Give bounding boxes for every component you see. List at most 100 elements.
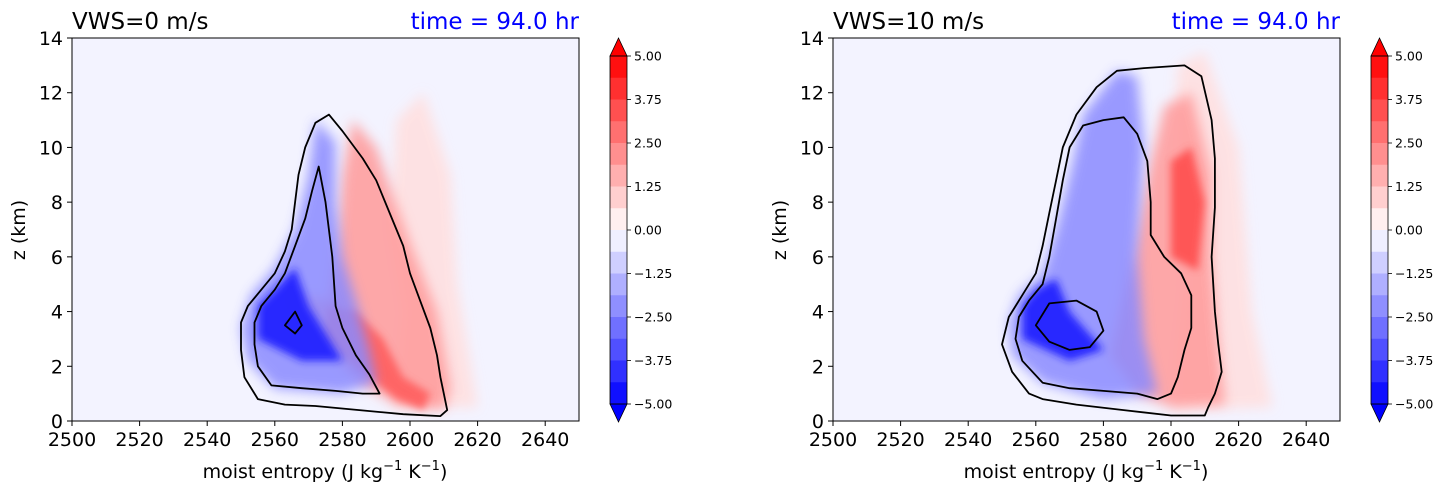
x-tick-label: 2540 — [944, 429, 992, 451]
x-tick-label: 2620 — [453, 429, 501, 451]
x-tick-label: 2560 — [1012, 429, 1060, 451]
colorbar-tick-label: −3.75 — [1395, 353, 1433, 368]
colorbar-band — [1371, 273, 1388, 296]
colorbar-band — [1371, 77, 1388, 100]
colorbar-band — [610, 295, 627, 318]
y-tick-label: 2 — [51, 356, 63, 378]
y-tick-label: 0 — [812, 411, 824, 433]
y-tick-label: 14 — [39, 28, 63, 50]
contour-lines — [1001, 64, 1223, 417]
panel-vws-10: 2500 2520 2540 2560 2580 2600 2620 2640 0 2 4 6 8 10… — [769, 9, 1433, 483]
colorbar-band — [610, 382, 627, 405]
colorbar-band — [610, 164, 627, 187]
panel-title-right: time = 94.0 hr — [1172, 9, 1341, 35]
colorbar-band — [610, 121, 627, 144]
colorbar-tick-label: −5.00 — [1395, 397, 1433, 412]
y-tick-label: 4 — [51, 302, 63, 324]
y-tick-label: 10 — [800, 137, 824, 159]
panel-title-left: VWS=0 m/s — [72, 9, 208, 35]
colorbar-band — [1371, 121, 1388, 144]
y-tick-label: 8 — [51, 192, 63, 214]
contour-line — [1014, 116, 1193, 400]
plot-frame — [71, 37, 580, 422]
colorbar-band — [1371, 338, 1388, 361]
colorbar-band — [610, 208, 627, 231]
strong-positive-region — [1171, 147, 1205, 271]
x-tick-label: 2600 — [386, 429, 434, 451]
y-tick-label: 4 — [812, 302, 824, 324]
colorbar-extend-min — [609, 403, 628, 423]
x-tick-label: 2560 — [251, 429, 299, 451]
colorbar-tick-label: 3.75 — [634, 92, 662, 107]
y-tick-label: 6 — [51, 247, 63, 269]
colorbar-extend-max — [609, 37, 628, 57]
y-tick-label: 14 — [800, 28, 824, 50]
colorbar-band — [610, 77, 627, 100]
x-tick-label: 2520 — [876, 429, 924, 451]
colorbar-extend-min — [1370, 403, 1389, 423]
colorbar-band — [1371, 208, 1388, 231]
colorbar-band — [1371, 360, 1388, 383]
panel-vws-0: 2500 2520 2540 2560 2580 2600 2620 2640 0 2 4 6 8 10… — [8, 9, 672, 483]
filled-contours — [1008, 51, 1273, 411]
x-tick-label: 2500 — [809, 429, 857, 451]
contour-lines — [240, 113, 449, 417]
colorbar-band — [1371, 295, 1388, 318]
colorbar-tick-label: −3.75 — [634, 353, 672, 368]
x-tick-label: 2540 — [183, 429, 231, 451]
y-tick-label: 12 — [800, 83, 824, 105]
contour-line — [253, 165, 381, 395]
colorbar-band — [1371, 164, 1388, 187]
colorbar-tick-label: 3.75 — [1395, 92, 1423, 107]
colorbar-extend-max — [1370, 37, 1389, 57]
x-tick-label: 2580 — [1079, 429, 1127, 451]
y-tick-label: 2 — [812, 356, 824, 378]
x-tick-label: 2620 — [1214, 429, 1262, 451]
y-tick-label: 10 — [39, 137, 63, 159]
colorbar-band — [1371, 251, 1388, 274]
colorbar-tick-label: 0.00 — [634, 223, 662, 238]
colorbar-band — [1371, 382, 1388, 405]
colorbar: 5.00 3.75 2.50 1.25 0.00 −1.25 −2.50 −3.75 −5.00 — [609, 37, 672, 423]
colorbar-tick-label: 1.25 — [1395, 179, 1423, 194]
colorbar-tick-label: −5.00 — [634, 397, 672, 412]
y-tick-label: 0 — [51, 411, 63, 433]
colorbar-band — [610, 251, 627, 274]
strong-negative-region — [1022, 278, 1104, 361]
colorbar-tick-label: −1.25 — [634, 266, 672, 281]
colorbar-band — [1371, 56, 1388, 79]
contour-line — [240, 113, 449, 417]
colorbar-band — [610, 230, 627, 253]
panel-title-left: VWS=10 m/s — [833, 9, 984, 35]
colorbar-band — [1371, 143, 1388, 166]
x-tick-label: 2520 — [115, 429, 163, 451]
colorbar-tick-label: 2.50 — [634, 136, 662, 151]
y-tick-label: 6 — [812, 247, 824, 269]
y-tick-label: 12 — [39, 83, 63, 105]
colorbar-band — [610, 99, 627, 122]
contour-line — [1034, 299, 1105, 351]
colorbar-band — [1371, 99, 1388, 122]
colorbar-tick-label: −2.50 — [1395, 310, 1433, 325]
colorbar-band — [1371, 186, 1388, 209]
colorbar: 5.00 3.75 2.50 1.25 0.00 −1.25 −2.50 −3.75 −5.00 — [1370, 37, 1433, 423]
colorbar-tick-label: 2.50 — [1395, 136, 1423, 151]
contour-line — [1001, 64, 1223, 417]
colorbar-band — [1371, 230, 1388, 253]
y-axis-label: z (km) — [8, 200, 30, 260]
colorbar-tick-label: 5.00 — [1395, 49, 1423, 64]
x-tick-label: 2600 — [1147, 429, 1195, 451]
y-tick-label: 8 — [812, 192, 824, 214]
colorbar-band — [610, 360, 627, 383]
x-axis: 2500 2520 2540 2560 2580 2600 2620 2640 — [48, 421, 569, 451]
x-tick-label: 2500 — [48, 429, 96, 451]
colorbar-band — [610, 56, 627, 79]
x-axis: 2500 2520 2540 2560 2580 2600 2620 2640 — [809, 421, 1330, 451]
x-tick-label: 2640 — [1282, 429, 1330, 451]
colorbar-tick-label: −1.25 — [1395, 266, 1433, 281]
x-tick-label: 2640 — [521, 429, 569, 451]
panel-title-right: time = 94.0 hr — [411, 9, 580, 35]
y-axis-label: z (km) — [769, 200, 791, 260]
y-axis: 0 2 4 6 8 10 12 14 — [800, 28, 833, 433]
